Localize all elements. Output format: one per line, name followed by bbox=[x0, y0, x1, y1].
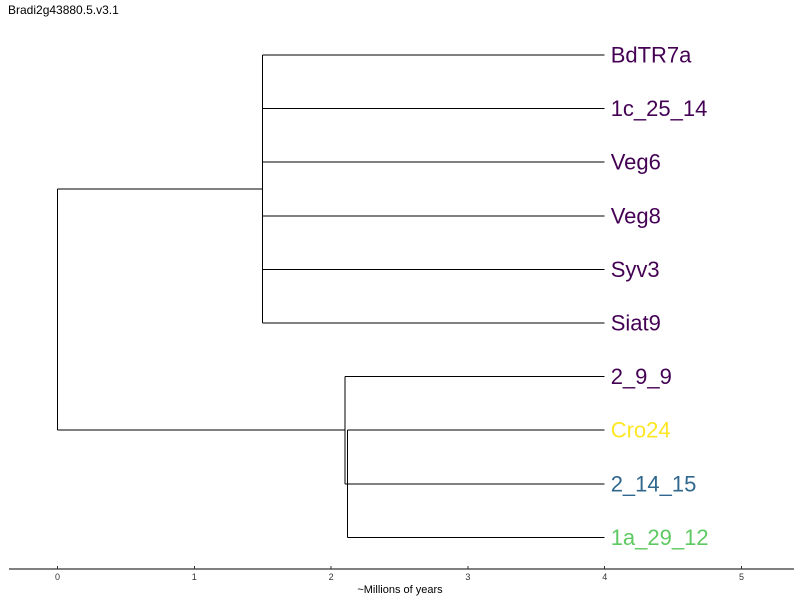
x-axis-title: ~Millions of years bbox=[357, 584, 443, 596]
x-tick-label: 4 bbox=[602, 572, 607, 582]
tip-label: Syv3 bbox=[611, 257, 660, 282]
chart-title: Bradi2g43880.5.v3.1 bbox=[8, 3, 119, 17]
tree-branches bbox=[57, 54, 605, 538]
tip-label: Cro24 bbox=[611, 418, 671, 443]
x-tick-label: 0 bbox=[55, 572, 60, 582]
x-axis-ticks: 0 1 2 3 4 5 bbox=[55, 566, 744, 582]
tip-label: 2_14_15 bbox=[611, 471, 697, 496]
tip-label: Siat9 bbox=[611, 311, 661, 336]
tip-label: BdTR7a bbox=[611, 43, 692, 68]
x-tick-label: 1 bbox=[192, 572, 197, 582]
x-tick-label: 2 bbox=[329, 572, 334, 582]
x-tick-label: 5 bbox=[739, 572, 744, 582]
tip-label: Veg6 bbox=[611, 150, 661, 175]
tip-label: 1a_29_12 bbox=[611, 525, 709, 550]
x-tick-label: 3 bbox=[465, 572, 470, 582]
tip-label: 1c_25_14 bbox=[611, 96, 708, 121]
tip-labels: BdTR7a 1c_25_14 Veg6 Veg8 Syv3 Siat9 2_9_9 Cro2… bbox=[611, 43, 709, 550]
tip-label: 2_9_9 bbox=[611, 364, 672, 389]
tip-label: Veg8 bbox=[611, 203, 661, 228]
